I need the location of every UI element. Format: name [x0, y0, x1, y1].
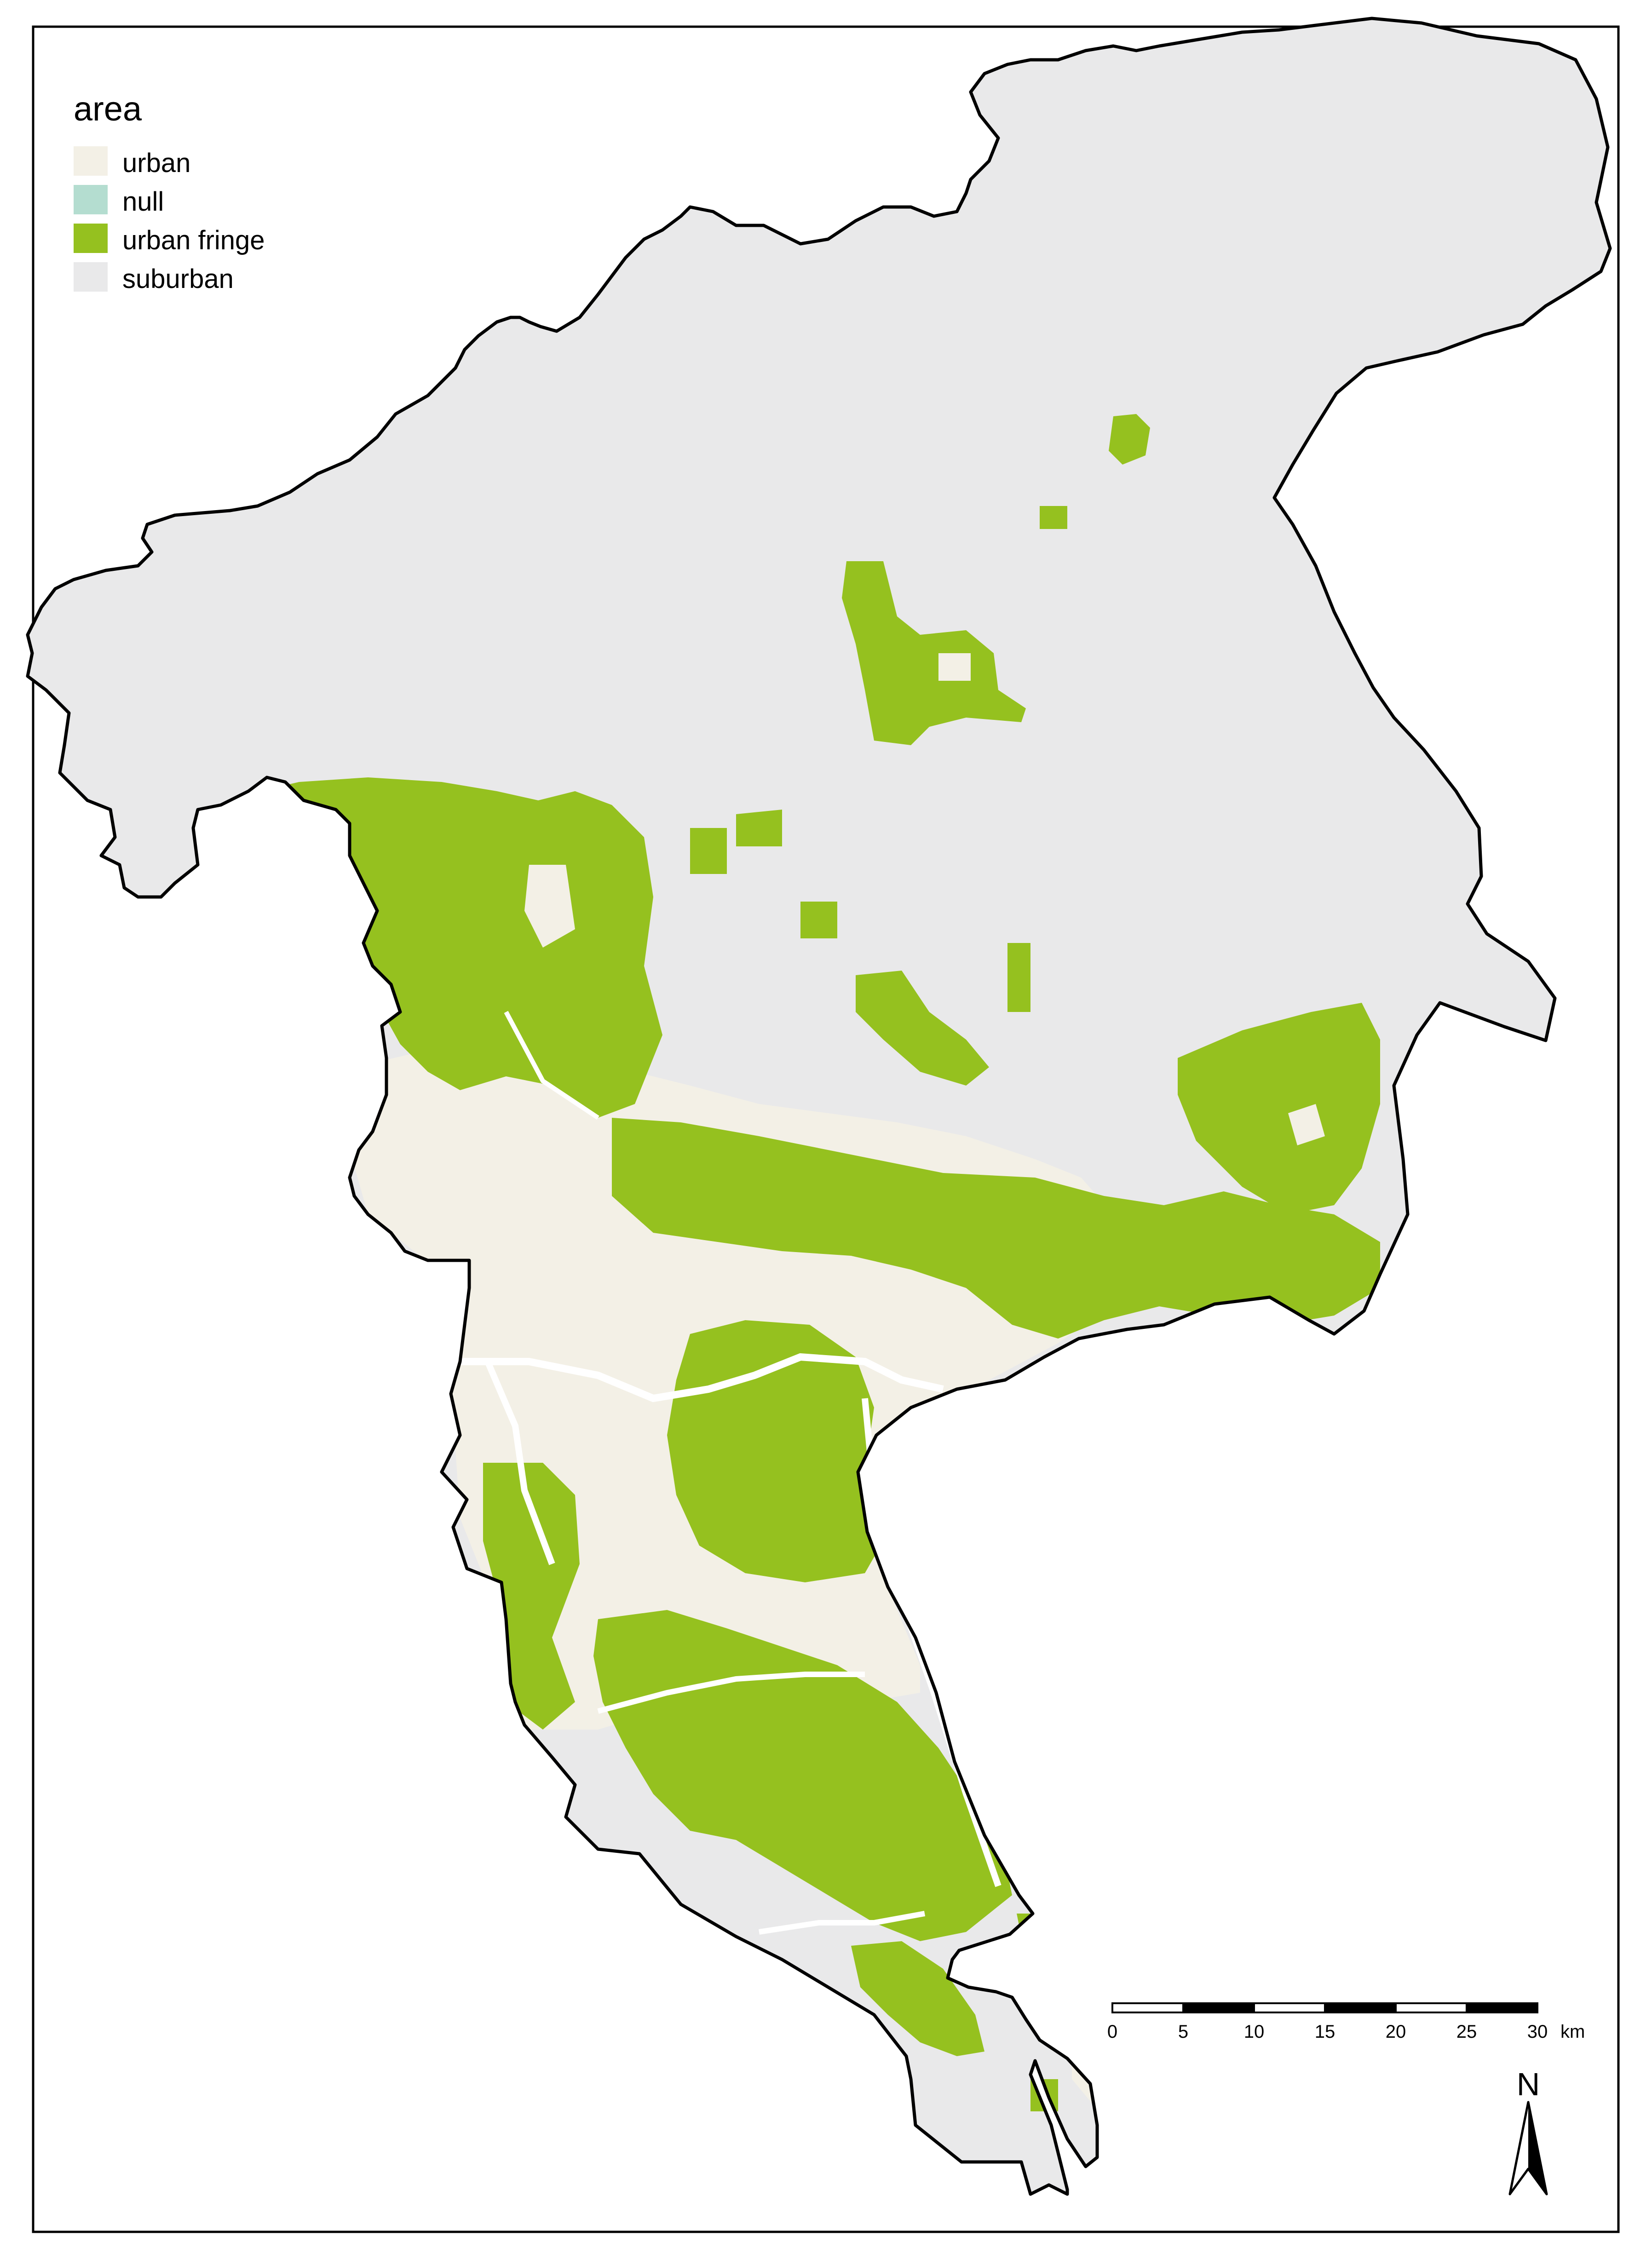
region: [28, 18, 1610, 2194]
map-neatline: [32, 25, 1620, 2233]
fringe-patch: [842, 561, 1026, 745]
legend: area urban null urban fringe suburban: [74, 90, 265, 294]
fringe-patch: [143, 1067, 161, 1090]
fringe-patch: [1109, 414, 1150, 465]
scale-bar: 0 5 10 15 20 25 30 km: [1107, 2002, 1585, 2042]
river: [484, 1360, 555, 1565]
river: [504, 1011, 599, 1120]
river: [759, 1911, 926, 1935]
north-arrow-icon-half: [1528, 2102, 1547, 2194]
fringe-patch: [800, 902, 837, 938]
scale-tick-10: 10: [1244, 2022, 1265, 2042]
fringe-patch: [690, 828, 727, 874]
fringe-patch: [1178, 1003, 1380, 1214]
legend-swatch-urban-fringe: [74, 224, 108, 253]
legend-swatch-null: [74, 185, 108, 214]
legend-swatch-suburban: [74, 262, 108, 292]
fringe-patch: [612, 1118, 1380, 1339]
urban-patch: [938, 653, 971, 681]
scale-tick-5: 5: [1178, 2022, 1188, 2042]
fringe-patch: [28, 828, 51, 860]
north-arrow: N: [1508, 2066, 1548, 2196]
scale-unit: km: [1560, 2022, 1585, 2042]
scale-bar-seg: [1111, 2002, 1184, 2013]
scale-tick-0: 0: [1107, 2022, 1117, 2042]
scale-tick-20: 20: [1386, 2022, 1406, 2042]
fringe-patch: [1007, 943, 1030, 1012]
fringe-patch: [1017, 1914, 1049, 1960]
scale-bar-seg: [1324, 2002, 1397, 2013]
legend-label-urban: urban: [122, 148, 190, 178]
urban-patch: [524, 865, 575, 948]
scale-tick-15: 15: [1315, 2022, 1335, 2042]
legend-label-suburban: suburban: [122, 264, 234, 294]
legend-swatch-urban: [74, 146, 108, 176]
river: [455, 1353, 944, 1403]
fringe-patch: [593, 1610, 1012, 1941]
fringe-patch: [1040, 506, 1067, 529]
river: [597, 1672, 865, 1714]
scale-bar-seg: [1466, 2002, 1538, 2013]
scale-tick-30: 30: [1527, 2022, 1548, 2042]
legend-title: area: [74, 90, 142, 128]
fringe-patch: [239, 777, 662, 1118]
scale-bar-seg: [1253, 2002, 1326, 2013]
scale-tick-25: 25: [1456, 2022, 1477, 2042]
urban-patch: [1288, 1104, 1325, 1145]
north-label: N: [1517, 2066, 1540, 2102]
legend-label-urban-fringe: urban fringe: [122, 225, 265, 255]
scale-bar-seg: [1182, 2002, 1255, 2013]
legend-label-null: null: [122, 187, 164, 217]
fringe-patch: [856, 971, 989, 1086]
fringe-patch: [851, 1941, 984, 2056]
scale-bar-seg: [1395, 2002, 1468, 2013]
fringe-patch: [736, 810, 782, 846]
